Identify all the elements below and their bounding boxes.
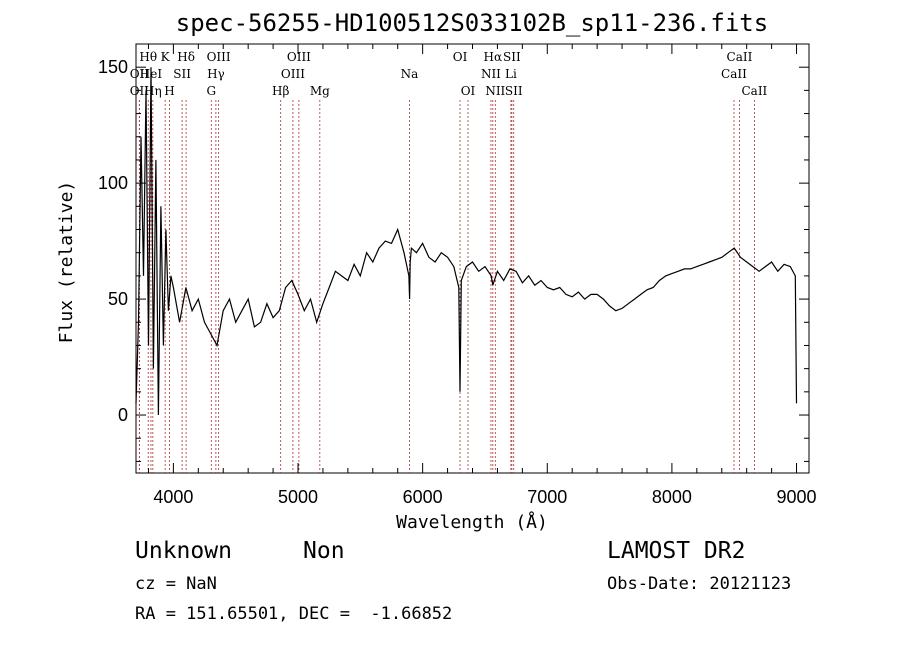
line-marker-label: H [164,84,174,98]
y-axis-label: Flux (relative) [56,181,77,344]
x-tick-label: 9000 [777,487,817,507]
line-marker-label: NII [485,84,505,98]
line-marker-label: SII [505,84,523,98]
line-marker-label: SII [503,50,521,64]
line-marker-label: Hγ [207,67,225,81]
x-axis-label: Wavelength (Å) [396,511,548,533]
line-marker-label: K [161,50,171,64]
line-marker-label: NII [481,67,501,81]
line-marker-label: G [206,84,216,98]
obs-date-text: Obs-Date: 20121123 [607,574,792,594]
survey-label: LAMOST DR2 [607,538,746,564]
line-marker-label: Na [401,67,419,81]
line-marker-label: Li [505,67,517,81]
y-tick-label: 100 [98,173,128,193]
line-marker-label: OII [130,84,150,98]
chart-title: spec-56255-HD100512S033102B_sp11-236.fit… [176,9,768,37]
x-tick-label: 8000 [652,487,692,507]
x-axis: 4000 5000 6000 7000 8000 9000 [147,44,817,507]
line-marker-label: OIII [207,50,231,64]
y-axis: 0 50 100 150 [98,43,809,462]
x-tick-label: 6000 [403,487,443,507]
y-tick-label: 150 [98,57,128,77]
class-label: Unknown [135,538,232,564]
y-tick-label: 50 [108,289,128,309]
x-tick-label: 4000 [153,487,193,507]
line-markers: OIIOIIHθHeIHηKHSIIHδGOIIIHγHβOIIIOIIIMgN… [130,50,768,473]
coords-text: RA = 151.65501, DEC = -1.66852 [135,604,453,624]
spectrum-line [135,67,798,416]
line-marker-label: OIII [281,67,305,81]
line-marker-label: OI [453,50,468,64]
plot-frame [135,43,810,474]
line-marker-label: Mg [310,84,330,98]
line-marker-label: Hθ [139,50,157,64]
line-marker-label: CaII [721,67,747,81]
x-tick-label: 7000 [527,487,567,507]
line-marker-label: OII [130,67,150,81]
line-marker-label: Hα [484,50,503,64]
line-marker-label: CaII [741,84,767,98]
redshift-text: cz = NaN [135,574,217,594]
line-marker-label: Hδ [177,50,195,64]
line-marker-label: Hη [144,84,162,98]
line-marker-label: OI [461,84,476,98]
y-tick-label: 0 [118,405,128,425]
subclass-label: Non [303,538,345,564]
line-marker-label: OIII [287,50,311,64]
x-tick-label: 5000 [278,487,318,507]
line-marker-label: SII [173,67,191,81]
line-marker-label: Hβ [272,84,289,98]
line-marker-label: CaII [727,50,753,64]
